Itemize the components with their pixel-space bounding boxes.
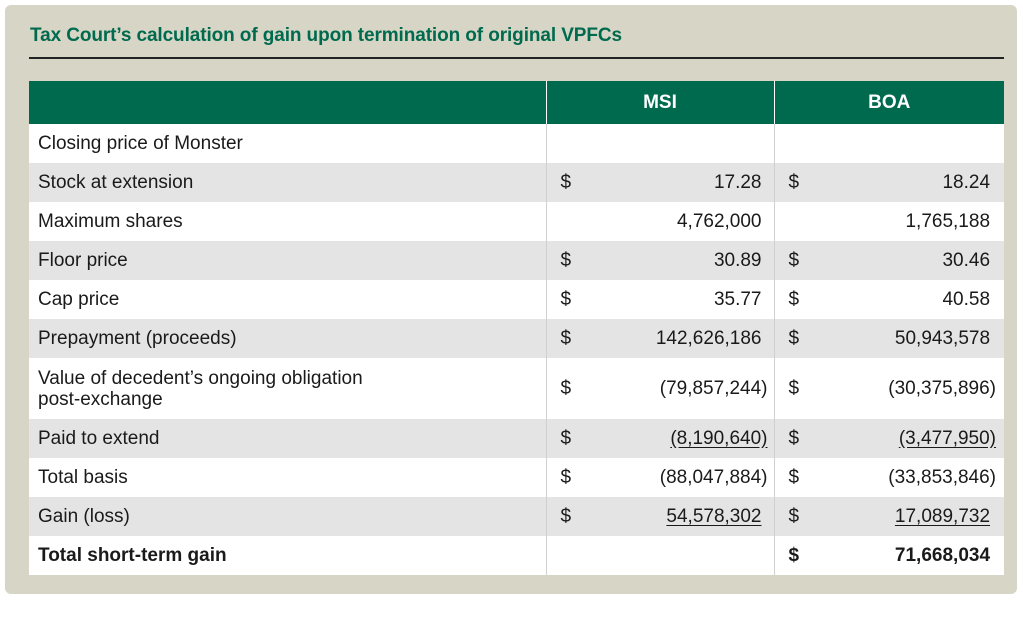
table-row: Closing price of Monster — [29, 124, 1005, 163]
table-panel: Tax Court’s calculation of gain upon ter… — [5, 5, 1017, 594]
msi-value: (79,857,244) — [586, 358, 774, 419]
msi-value: (8,190,640) — [670, 427, 768, 449]
boa-dollar-sign: $ — [773, 419, 814, 458]
table-row: Floor price $ 30.89 $ 30.46 — [29, 241, 1005, 280]
table-row: Paid to extend $ (8,190,640) $ (3,477,95… — [29, 419, 1005, 458]
header-row: MSI BOA — [29, 81, 1005, 124]
row-label: Closing price of Monster — [29, 124, 546, 163]
row-label: Total basis — [29, 458, 546, 497]
msi-value: 4,762,000 — [586, 202, 774, 241]
msi-dollar-sign — [545, 536, 586, 575]
header-label — [29, 81, 546, 124]
boa-value: 1,765,188 — [814, 202, 1005, 241]
msi-dollar-sign: $ — [545, 497, 586, 536]
boa-dollar-sign — [773, 202, 814, 241]
row-label: Gain (loss) — [29, 497, 546, 536]
table-row: Prepayment (proceeds) $ 142,626,186 $ 50… — [29, 319, 1005, 358]
boa-dollar-sign: $ — [773, 536, 814, 575]
msi-dollar-sign: $ — [545, 358, 586, 419]
msi-value: 54,578,302 — [666, 505, 762, 527]
msi-value — [586, 536, 774, 575]
boa-value: 71,668,034 — [814, 536, 1005, 575]
table-row: Gain (loss) $ 54,578,302 $ 17,089,732 — [29, 497, 1005, 536]
row-label: Total short-term gain — [29, 536, 546, 575]
msi-dollar-sign — [545, 124, 586, 163]
boa-dollar-sign: $ — [773, 497, 814, 536]
header-boa: BOA — [773, 81, 1005, 124]
row-label-line: Value of decedent’s ongoing obligation — [38, 367, 363, 389]
msi-dollar-sign: $ — [545, 319, 586, 358]
msi-value: 30.89 — [586, 241, 774, 280]
boa-dollar-sign: $ — [773, 358, 814, 419]
table-row: Total basis $ (88,047,884) $ (33,853,846… — [29, 458, 1005, 497]
table-row: Cap price $ 35.77 $ 40.58 — [29, 280, 1005, 319]
msi-dollar-sign: $ — [545, 163, 586, 202]
row-label: Floor price — [29, 241, 546, 280]
boa-dollar-sign: $ — [773, 319, 814, 358]
msi-dollar-sign: $ — [545, 241, 586, 280]
msi-value-cell: (8,190,640) — [586, 419, 774, 458]
row-label-line: post-exchange — [38, 388, 163, 410]
boa-value — [814, 124, 1005, 163]
msi-value: 17.28 — [586, 163, 774, 202]
msi-dollar-sign: $ — [545, 419, 586, 458]
header-msi: MSI — [545, 81, 774, 124]
row-label: Stock at extension — [29, 163, 546, 202]
boa-value: 18.24 — [814, 163, 1005, 202]
boa-dollar-sign: $ — [773, 280, 814, 319]
row-label: Value of decedent’s ongoing obligation p… — [29, 358, 546, 419]
boa-value: (33,853,846) — [814, 458, 1005, 497]
row-label: Paid to extend — [29, 419, 546, 458]
msi-value — [586, 124, 774, 163]
msi-dollar-sign: $ — [545, 280, 586, 319]
msi-value: 142,626,186 — [586, 319, 774, 358]
boa-value-cell: 17,089,732 — [814, 497, 1005, 536]
msi-value-cell: 54,578,302 — [586, 497, 774, 536]
boa-value-cell: (3,477,950) — [814, 419, 1005, 458]
row-label: Prepayment (proceeds) — [29, 319, 546, 358]
boa-dollar-sign — [773, 124, 814, 163]
msi-value: (88,047,884) — [586, 458, 774, 497]
msi-dollar-sign — [545, 202, 586, 241]
boa-value: (3,477,950) — [898, 427, 997, 449]
table-row: Maximum shares 4,762,000 1,765,188 — [29, 202, 1005, 241]
total-row: Total short-term gain $ 71,668,034 — [29, 536, 1005, 575]
row-label: Maximum shares — [29, 202, 546, 241]
boa-value: 30.46 — [814, 241, 1005, 280]
boa-dollar-sign: $ — [773, 241, 814, 280]
msi-value: 35.77 — [586, 280, 774, 319]
boa-value: (30,375,896) — [814, 358, 1005, 419]
boa-value: 17,089,732 — [894, 505, 991, 527]
boa-value: 50,943,578 — [814, 319, 1005, 358]
title-rule — [29, 57, 1004, 59]
gain-table: MSI BOA Closing price of Monster Stock a… — [29, 81, 1005, 575]
table-row: Value of decedent’s ongoing obligation p… — [29, 358, 1005, 419]
msi-dollar-sign: $ — [545, 458, 586, 497]
table-title: Tax Court’s calculation of gain upon ter… — [30, 25, 622, 46]
table-row: Stock at extension $ 17.28 $ 18.24 — [29, 163, 1005, 202]
boa-dollar-sign: $ — [773, 458, 814, 497]
row-label: Cap price — [29, 280, 546, 319]
boa-value: 40.58 — [814, 280, 1005, 319]
boa-dollar-sign: $ — [773, 163, 814, 202]
